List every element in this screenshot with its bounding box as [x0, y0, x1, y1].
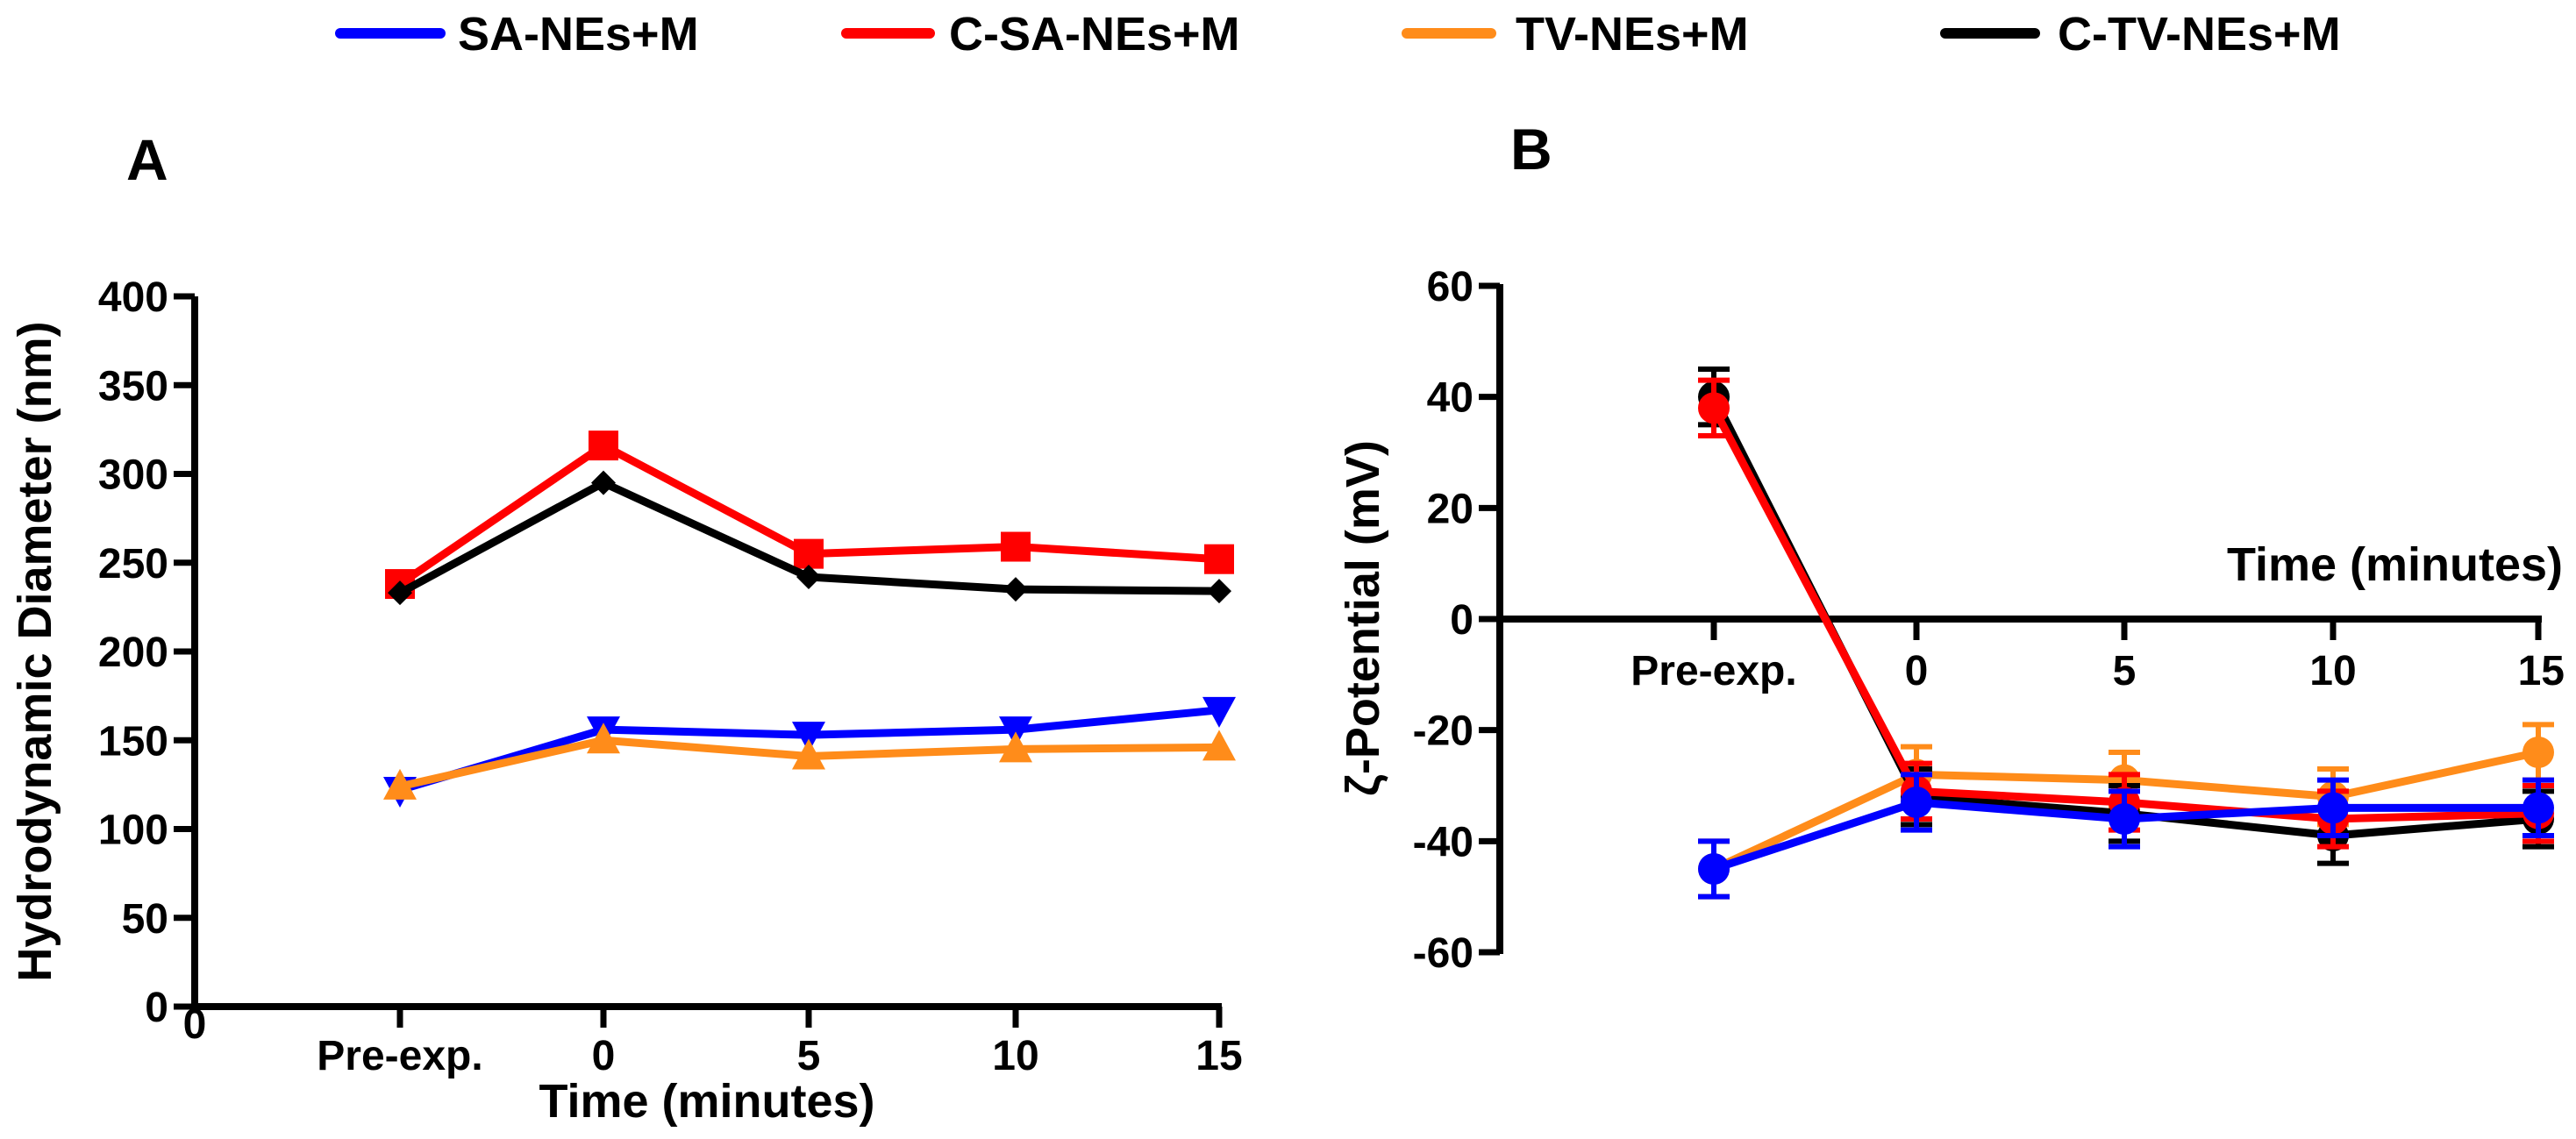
panel-b-point-sa-nes-m: [2522, 792, 2554, 824]
panel-b-y-tick-label: 60: [1427, 264, 1474, 310]
panel-a-y-tick-label: 0: [145, 985, 168, 1031]
panel-a-letter: A: [126, 127, 168, 192]
panel-b-y-ticks: -60 -40 -20 0 20 40 60: [1413, 264, 1500, 977]
panel-a-y-tick-label: 50: [122, 896, 168, 943]
panel-b-point-tv-nes-m: [2522, 737, 2554, 768]
legend-item-c-sa: C-SA-NEs+M: [841, 8, 1240, 61]
legend-label-c-sa: C-SA-NEs+M: [949, 8, 1240, 61]
panel-b-x-tick-label: 5: [2113, 648, 2137, 694]
panel-a-point-c-tv-nes-m: [388, 580, 412, 606]
panel-b-letter: B: [1510, 117, 1552, 182]
panel-a-x-ticks: Pre-exp. 0 5 10 15: [317, 1007, 1243, 1079]
panel-a-point-c-sa-nes-m: [1204, 544, 1234, 574]
legend-item-c-tv: C-TV-NEs+M: [1940, 8, 2341, 61]
legend-label-tv: TV-NEs+M: [1516, 8, 1749, 61]
panel-a-x-tick-label: 10: [992, 1033, 1038, 1079]
panel-a-point-c-tv-nes-m: [1207, 579, 1231, 604]
panel-b-series: [1698, 367, 2554, 900]
panel-a-point-tv-nes-m: [792, 738, 825, 770]
panel-b-x-tick-label: 0: [1905, 648, 1929, 694]
panel-a-x-tick-label: Pre-exp.: [317, 1033, 482, 1079]
legend-item-sa: SA-NEs+M: [335, 8, 699, 61]
panel-a-x-tick-label: 5: [797, 1033, 821, 1079]
panel-a-y-tick-label: 300: [98, 452, 168, 499]
panel-a-y-tick-label: 100: [98, 808, 168, 854]
panel-b-x-ticks: Pre-exp. 0 5 10 15: [1631, 619, 2565, 694]
panel-a-x-zero-label: 0: [183, 1001, 207, 1048]
legend: SA-NEs+M C-SA-NEs+M TV-NEs+M C-TV-NEs+M: [335, 8, 2341, 61]
panel-b-point-sa-nes-m: [2317, 792, 2349, 824]
panel-b-x-tick-label: 15: [2518, 648, 2565, 694]
panel-b-x-tick-label: Pre-exp.: [1631, 648, 1796, 694]
panel-a-point-tv-nes-m: [587, 723, 620, 754]
panel-a-point-c-tv-nes-m: [1003, 577, 1028, 602]
panel-a-point-tv-nes-m: [383, 768, 417, 800]
panel-a-series: [383, 431, 1236, 808]
panel-b-series-sa-nes-m: [1698, 772, 2554, 900]
panel-b-y-tick-label: 40: [1427, 375, 1474, 422]
legend-label-sa: SA-NEs+M: [458, 8, 699, 61]
panel-b-y-tick-label: -40: [1413, 819, 1474, 865]
panel-a-y-ticks: 0 50 100 150 200 250 300 350 400: [98, 274, 195, 1031]
panel-a-x-tick-label: 15: [1195, 1033, 1242, 1079]
panel-b-y-tick-label: 0: [1450, 597, 1474, 644]
panel-a-y-tick-label: 350: [98, 363, 168, 409]
panel-a-y-tick-label: 250: [98, 541, 168, 587]
panel-a-point-tv-nes-m: [999, 731, 1032, 763]
panel-a-point-c-sa-nes-m: [589, 431, 618, 461]
panel-a-x-tick-label: 0: [592, 1033, 616, 1079]
panel-a-x-axis-title: Time (minutes): [539, 1075, 874, 1128]
panel-b-y-axis-title: ζ-Potential (mV): [1337, 440, 1389, 796]
panel-a-point-c-tv-nes-m: [796, 564, 821, 589]
legend-item-tv: TV-NEs+M: [1402, 8, 1749, 61]
panel-a-point-sa-nes-m: [792, 722, 825, 753]
panel-b-x-axis-title: Time (minutes): [2227, 538, 2563, 591]
panel-a-y-tick-label: 200: [98, 630, 168, 676]
panel-a-point-c-sa-nes-m: [794, 538, 824, 569]
panel-b-x-tick-label: 10: [2309, 648, 2356, 694]
panel-a-point-sa-nes-m: [1202, 696, 1236, 728]
panel-b: B -60 -40 -20 0 20 40 60 Pre-exp. 0 5 10 15 Time (…: [1337, 117, 2565, 977]
panel-a-series-c-tv-nes-m: [388, 470, 1231, 606]
panel-a-y-tick-label: 150: [98, 718, 168, 765]
panel-b-y-tick-label: -20: [1413, 708, 1474, 755]
panel-a-y-axis-title: Hydrodynamic Diameter (nm): [9, 321, 61, 981]
panel-a-point-tv-nes-m: [1202, 730, 1236, 761]
panel-a-point-c-tv-nes-m: [591, 470, 616, 495]
panel-b-point-c-sa-nes-m: [1698, 392, 1730, 424]
panel-b-y-tick-label: 20: [1427, 486, 1474, 532]
panel-b-point-sa-nes-m: [1901, 787, 1932, 818]
legend-label-c-tv: C-TV-NEs+M: [2058, 8, 2341, 61]
panel-b-point-sa-nes-m: [1698, 853, 1730, 885]
panel-a-point-c-sa-nes-m: [1001, 531, 1031, 562]
panel-a-y-tick-label: 400: [98, 274, 168, 321]
panel-b-point-sa-nes-m: [2109, 803, 2140, 835]
panel-b-y-tick-label: -60: [1413, 930, 1474, 977]
panel-a-series-tv-nes-m: [383, 723, 1236, 800]
